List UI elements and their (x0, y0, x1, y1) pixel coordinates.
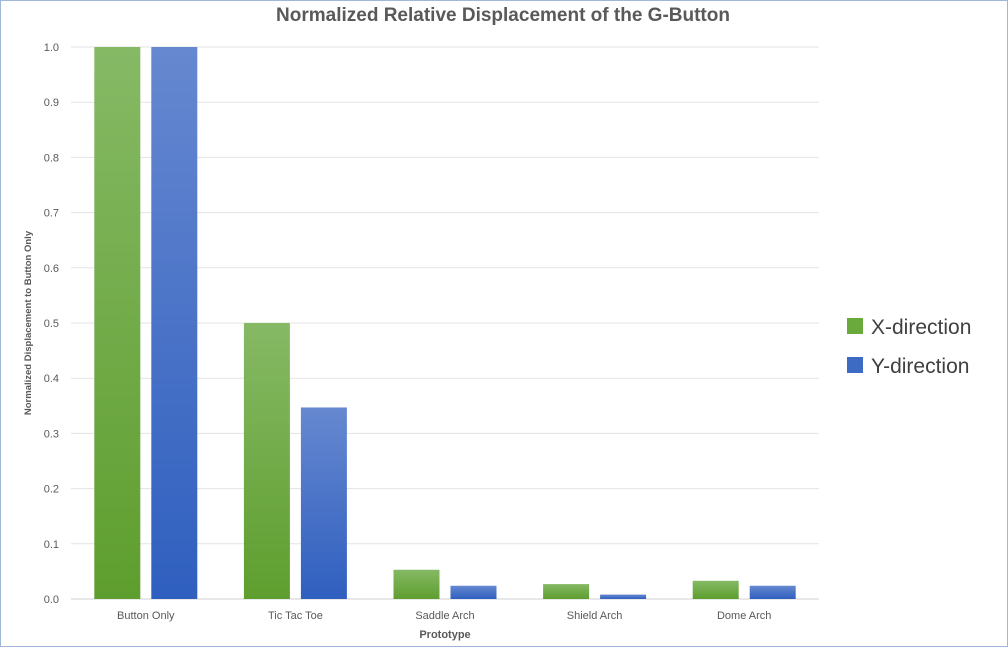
y-tick-label: 0.6 (44, 263, 59, 275)
x-tick-label: Saddle Arch (415, 610, 474, 622)
bar-y-direction-saddle-arch (450, 585, 497, 599)
bar-x-direction-tic-tac-toe (243, 323, 290, 599)
y-tick-label: 0.4 (44, 373, 59, 385)
x-tick-label: Dome Arch (717, 610, 771, 622)
legend-label: X-direction (871, 316, 971, 339)
bar-y-direction-button-only (151, 47, 198, 599)
y-tick-label: 0.5 (44, 318, 59, 330)
legend-label: Y-direction (871, 355, 969, 378)
y-tick-label: 0.1 (44, 539, 59, 551)
bar-y-direction-shield-arch (600, 594, 647, 599)
y-tick-label: 0.3 (44, 428, 59, 440)
x-axis-title: Prototype (419, 629, 470, 641)
legend-swatch-y-direction (847, 357, 863, 373)
y-tick-label: 0.7 (44, 208, 59, 220)
bar-x-direction-button-only (94, 47, 141, 599)
bar-x-direction-dome-arch (692, 580, 739, 599)
x-tick-label: Button Only (117, 610, 175, 622)
legend-swatch-x-direction (847, 318, 863, 334)
x-tick-label: Tic Tac Toe (268, 610, 323, 622)
y-tick-label: 1.0 (44, 42, 59, 54)
y-tick-label: 0.0 (44, 594, 59, 606)
bar-y-direction-dome-arch (749, 585, 796, 599)
y-axis-title: Normalized Displacement to Button Only (23, 230, 34, 415)
y-tick-label: 0.8 (44, 152, 59, 164)
x-tick-label: Shield Arch (567, 610, 623, 622)
bar-x-direction-shield-arch (543, 584, 590, 599)
bar-y-direction-tic-tac-toe (300, 407, 347, 599)
y-tick-label: 0.9 (44, 97, 59, 109)
chart-title: Normalized Relative Displacement of the … (276, 5, 730, 26)
y-tick-label: 0.2 (44, 484, 59, 496)
bar-x-direction-saddle-arch (393, 569, 440, 599)
